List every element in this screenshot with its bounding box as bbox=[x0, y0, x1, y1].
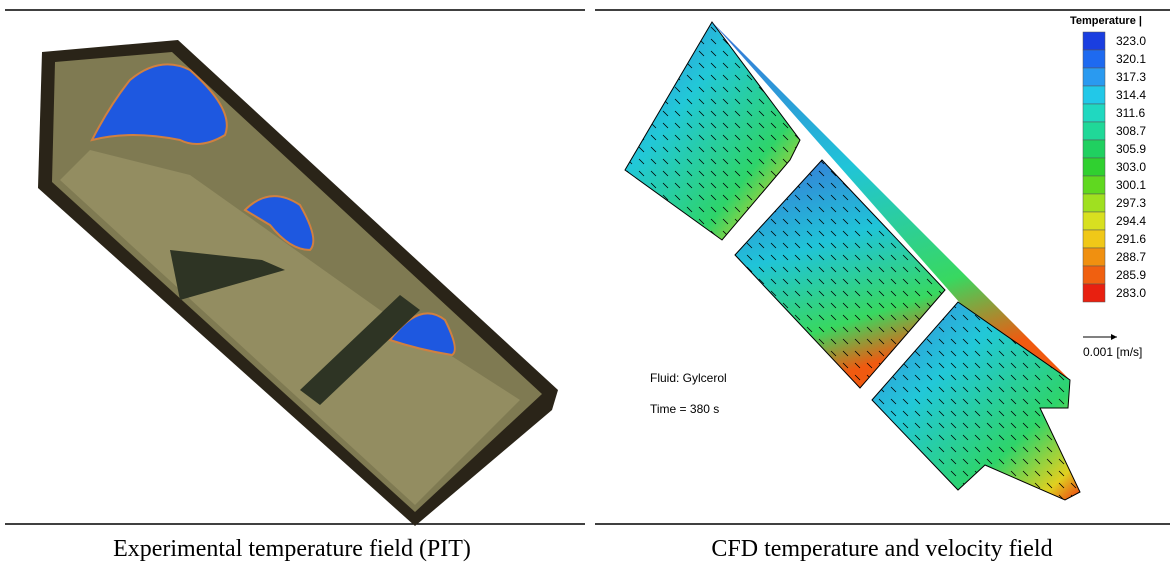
legend-title: Temperature | bbox=[1070, 15, 1142, 27]
vector-scale: 0.001 [m/s] bbox=[1083, 345, 1142, 359]
legend-label: 285.9 bbox=[1116, 268, 1146, 282]
legend-label: 291.6 bbox=[1116, 232, 1146, 246]
legend-swatch bbox=[1083, 230, 1105, 248]
legend-label: 311.6 bbox=[1116, 106, 1145, 120]
legend-swatch bbox=[1083, 248, 1105, 266]
legend-swatch bbox=[1083, 212, 1105, 230]
legend-swatch bbox=[1083, 104, 1105, 122]
legend-swatch bbox=[1083, 266, 1105, 284]
legend-swatch bbox=[1083, 158, 1105, 176]
legend-label: 283.0 bbox=[1116, 286, 1146, 300]
legend-label: 308.7 bbox=[1116, 124, 1146, 138]
legend-label: 320.1 bbox=[1116, 52, 1146, 66]
legend-swatch bbox=[1083, 284, 1105, 302]
legend-swatch bbox=[1083, 140, 1105, 158]
figure: 323.0 320.1 317.3 314.4 311.6 308.7 305.9 303.0… bbox=[0, 0, 1174, 567]
time-label: Time = 380 s bbox=[650, 402, 719, 416]
experimental-image bbox=[38, 40, 558, 526]
legend-label: 303.0 bbox=[1116, 160, 1146, 174]
legend-label: 305.9 bbox=[1116, 142, 1146, 156]
legend-swatch bbox=[1083, 50, 1105, 68]
cfd-field bbox=[625, 22, 1080, 500]
legend-swatch bbox=[1083, 68, 1105, 86]
legend-swatch bbox=[1083, 194, 1105, 212]
caption: Experimental temperature field (PIT) bbox=[113, 536, 471, 562]
legend-label: 317.3 bbox=[1116, 70, 1146, 84]
legend-swatch bbox=[1083, 86, 1105, 104]
scale-arrow-head bbox=[1111, 334, 1117, 340]
legend-label: 323.0 bbox=[1116, 34, 1146, 48]
caption: CFD temperature and velocity field bbox=[711, 536, 1052, 562]
fluid-label: Fluid: Gylcerol bbox=[650, 371, 727, 385]
legend-label: 288.7 bbox=[1116, 250, 1146, 264]
legend-label: 314.4 bbox=[1116, 88, 1146, 102]
legend: 323.0 320.1 317.3 314.4 311.6 308.7 305.9 303.0… bbox=[1083, 32, 1146, 302]
legend-label: 294.4 bbox=[1116, 214, 1146, 228]
legend-label: 300.1 bbox=[1116, 178, 1146, 192]
legend-swatch bbox=[1083, 32, 1105, 50]
legend-swatch bbox=[1083, 176, 1105, 194]
legend-label: 297.3 bbox=[1116, 196, 1146, 210]
legend-swatch bbox=[1083, 122, 1105, 140]
